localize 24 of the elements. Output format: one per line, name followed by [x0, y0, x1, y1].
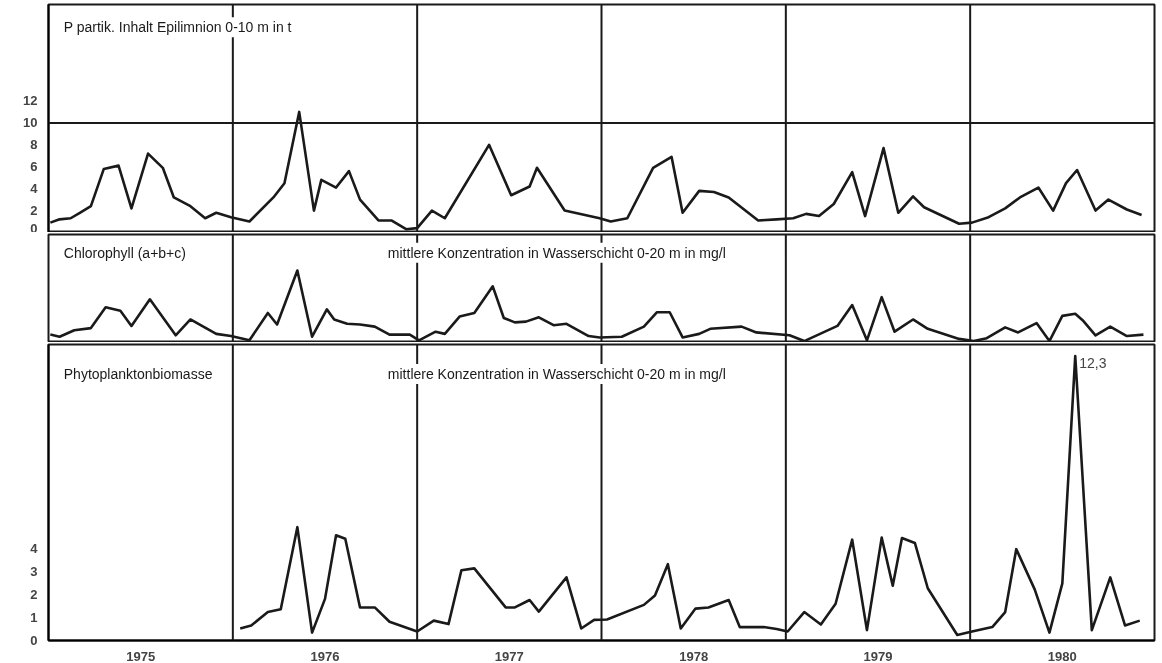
chart-subtitle: mittlere Konzentration in Wasserschicht 0-20 m in mg/l — [387, 244, 726, 261]
text: mittlere Konzentration in Wasserschicht 0-20 m in mg/l — [387, 366, 726, 383]
y-tick-label: 0 — [30, 633, 38, 648]
y-tick-label: 3 — [30, 563, 38, 579]
y-tick-label: 4 — [30, 181, 39, 197]
y-tick-label: 6 — [30, 159, 38, 175]
x-tick-label: 1976 — [310, 648, 340, 663]
y-tick-label: 2 — [30, 586, 38, 602]
x-tick-label: 1977 — [494, 648, 524, 663]
chart-title: Chlorophyll (a+b+c) — [63, 244, 186, 261]
x-tick-label: 1979 — [863, 648, 893, 663]
y-tick-label: 8 — [30, 137, 38, 153]
y-tick-label: 4 — [30, 540, 39, 556]
text: P partik. Inhalt Epilimnion 0-10 m in t — [63, 19, 292, 36]
x-tick-label: 1980 — [1047, 648, 1077, 663]
y-tick-label: 2 — [30, 203, 38, 219]
x-tick-label: 1978 — [679, 648, 709, 663]
y-tick-label: 12 — [23, 93, 38, 109]
y-tick-label: 0 — [30, 220, 38, 236]
data-label: 12,3 — [1079, 355, 1107, 372]
text: Phytoplanktonbiomasse — [63, 366, 213, 383]
x-tick-label: 1975 — [126, 648, 156, 663]
y-tick-label: 10 — [23, 115, 38, 131]
y-tick-label: 1 — [30, 609, 38, 625]
